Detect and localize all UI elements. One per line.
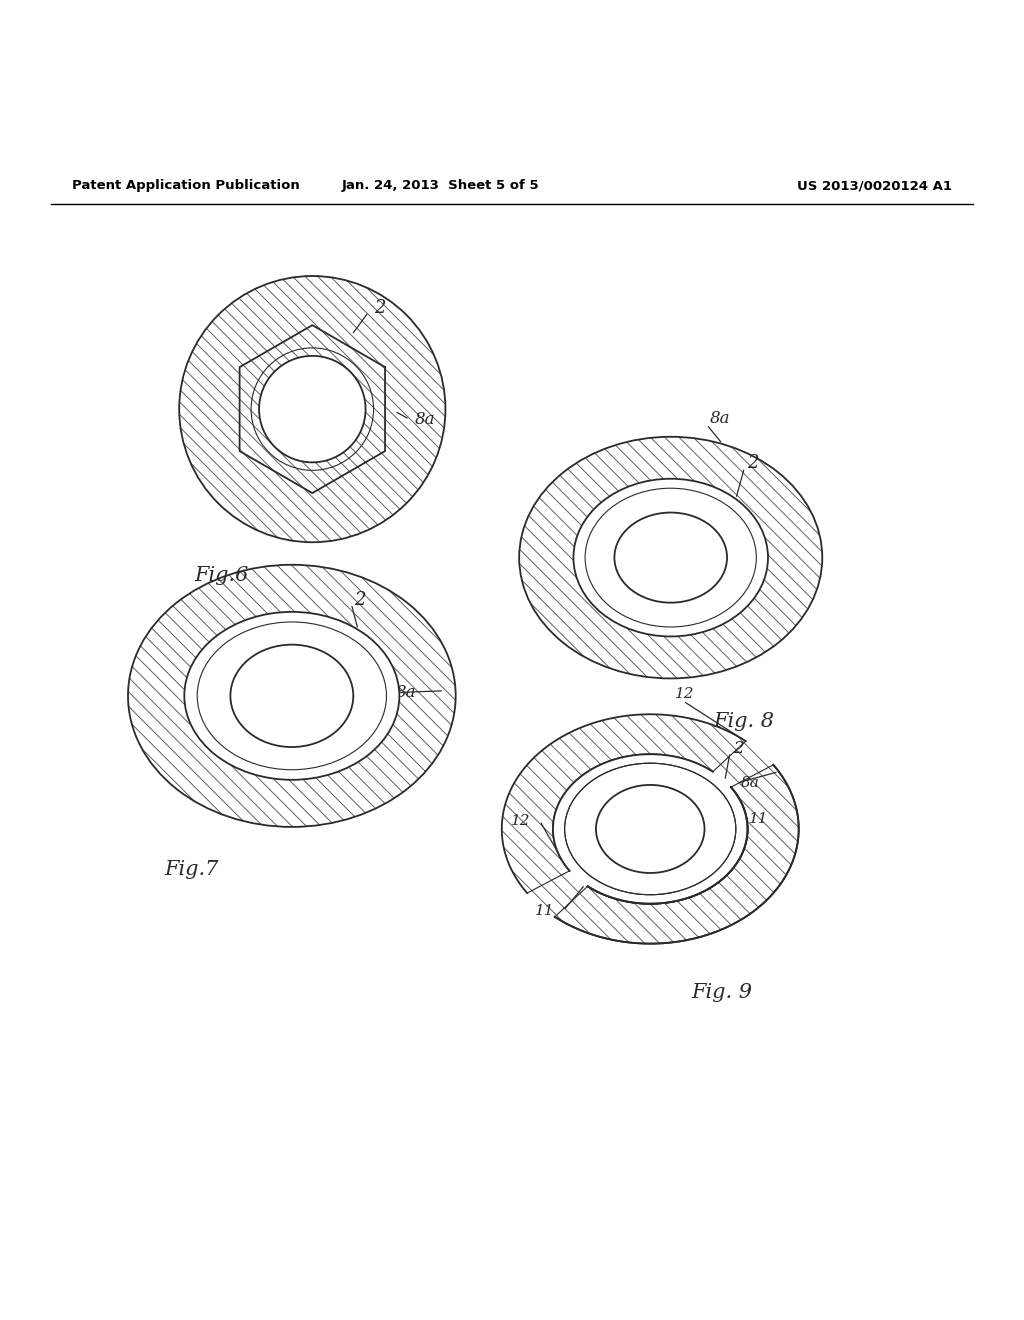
Ellipse shape [553,754,748,904]
Text: 12: 12 [675,686,694,701]
Ellipse shape [184,612,399,780]
Text: 11: 11 [535,904,554,917]
Text: 12: 12 [511,813,530,828]
Text: Jan. 24, 2013  Sheet 5 of 5: Jan. 24, 2013 Sheet 5 of 5 [342,180,539,193]
Text: Fig. 9: Fig. 9 [691,983,753,1002]
Text: 11: 11 [749,812,768,826]
Ellipse shape [596,785,705,873]
Text: 2: 2 [733,739,743,756]
Text: 2: 2 [354,590,366,609]
Text: Fig.7: Fig.7 [164,861,218,879]
Ellipse shape [573,479,768,636]
Text: Fig.6: Fig.6 [195,566,249,585]
Text: 2: 2 [748,454,759,473]
Text: Patent Application Publication: Patent Application Publication [72,180,299,193]
Text: 8a: 8a [740,776,759,789]
Text: Fig. 8: Fig. 8 [714,711,775,730]
Text: US 2013/0020124 A1: US 2013/0020124 A1 [798,180,952,193]
Text: 8a: 8a [395,684,416,701]
Text: 8a: 8a [710,409,730,426]
Ellipse shape [614,512,727,603]
Text: 2: 2 [374,298,385,317]
Text: 8a: 8a [415,411,435,428]
Ellipse shape [230,644,353,747]
Circle shape [259,356,366,462]
